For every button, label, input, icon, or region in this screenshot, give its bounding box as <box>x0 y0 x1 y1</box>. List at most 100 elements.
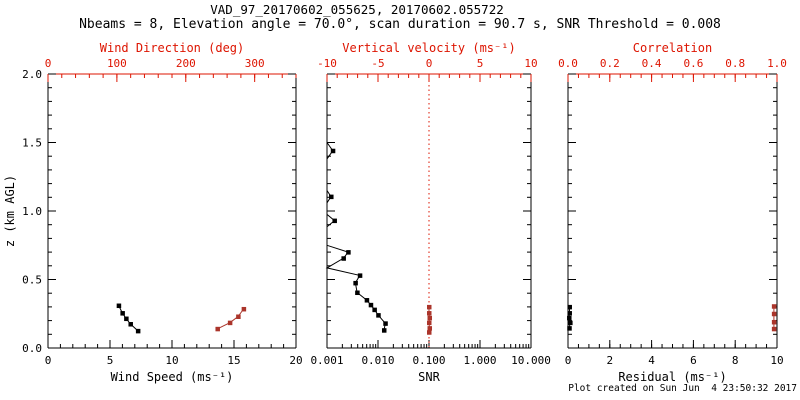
bottom-axis-title: SNR <box>418 370 440 384</box>
wind-speed-marker <box>120 311 125 316</box>
residual-marker <box>567 304 572 310</box>
y-tick-label: 2.0 <box>22 68 42 81</box>
x-tick-label: 10 <box>165 354 178 367</box>
x-tick-label: 0 <box>565 354 572 367</box>
x-tick-label: 0 <box>45 354 52 367</box>
snr-profile-marker <box>381 328 387 333</box>
wind-y-ticks: 0.0 0.5 1.0 1.5 2.0 <box>22 68 296 355</box>
top-tick-label: 10 <box>524 57 537 70</box>
x-tick-label: 0.001 <box>310 354 343 367</box>
y-tick-label: 0.0 <box>22 342 42 355</box>
snr-profile-marker <box>357 273 363 278</box>
series-correlation <box>771 304 777 332</box>
top-tick-label: 0.8 <box>725 57 745 70</box>
snr-profile-marker <box>329 194 334 200</box>
top-tick-label: -10 <box>317 57 337 70</box>
x-tick-label: 15 <box>227 354 240 367</box>
residual-marker <box>567 311 572 316</box>
snr-profile-marker <box>376 313 381 318</box>
panel-wind: 0.0 0.5 1.0 1.5 2.0 z (km AGL) 0 5 10 15 20 Wind Sp… <box>3 41 303 384</box>
snr-profile-marker <box>341 256 346 261</box>
snr-top-axis: -10 -5 0 5 10 Vertical velocity (ms⁻¹) <box>317 41 538 82</box>
y-axis-title: z (km AGL) <box>3 175 17 247</box>
panel-residual: 0 2 4 6 8 10 Residual (ms⁻¹) 0.0 0.2 0.4 0.6 0.8 1.0… <box>558 41 787 384</box>
correlation-marker <box>771 304 777 309</box>
wind-speed-marker <box>124 316 129 322</box>
bottom-axis-title: Residual (ms⁻¹) <box>618 370 726 384</box>
x-tick-label: 10 <box>770 354 783 367</box>
top-axis-title: Wind Direction (deg) <box>100 41 245 55</box>
y-tick-label: 1.5 <box>22 137 42 150</box>
wind-direction-marker <box>241 306 247 312</box>
x-tick-label: 10.000 <box>511 354 551 367</box>
residual-marker <box>567 315 572 321</box>
correlation-marker <box>771 311 777 317</box>
top-tick-label: 5 <box>477 57 484 70</box>
vertical-velocity-marker <box>427 330 432 335</box>
wind-speed-marker <box>116 303 122 309</box>
snr-profile-marker <box>368 302 374 308</box>
vertical-velocity-marker <box>427 320 432 326</box>
residual-top-axis: 0.0 0.2 0.4 0.6 0.8 1.0 Correlation <box>558 41 787 82</box>
top-tick-label: 0 <box>426 57 433 70</box>
top-tick-label: 0.4 <box>642 57 662 70</box>
wind-direction-marker <box>215 326 220 332</box>
x-tick-label: 6 <box>690 354 697 367</box>
x-tick-label: 0.100 <box>412 354 445 367</box>
x-tick-label: 4 <box>648 354 655 367</box>
residual-marker <box>567 326 572 331</box>
snr-bottom-axis: 0.001 0.010 0.100 1.000 10.000 SNR <box>310 340 551 384</box>
wind-direction-line <box>217 308 245 330</box>
wind-speed-marker <box>128 322 133 327</box>
wind-bottom-axis: 0 5 10 15 20 Wind Speed (ms⁻¹) <box>45 340 303 384</box>
series-wind-direction <box>215 306 247 332</box>
x-tick-label: 5 <box>107 354 114 367</box>
snr-profile-marker <box>355 290 360 296</box>
snr-profile-marker <box>330 148 336 154</box>
snr-profile-marker <box>383 321 388 326</box>
x-tick-label: 0.010 <box>361 354 394 367</box>
vertical-velocity-marker <box>427 326 433 331</box>
residual-marker <box>568 320 573 326</box>
top-tick-label: 0.6 <box>683 57 703 70</box>
top-tick-label: 300 <box>245 57 265 70</box>
bottom-axis-title: Wind Speed (ms⁻¹) <box>111 370 234 384</box>
vertical-velocity-marker <box>427 315 433 321</box>
series-vertical-velocity <box>427 304 433 335</box>
top-tick-label: 0 <box>45 57 52 70</box>
snr-profile-marker <box>332 218 337 224</box>
y-tick-label: 0.5 <box>22 274 42 287</box>
snr-profile-line <box>325 142 386 331</box>
residual-bottom-axis: 0 2 4 6 8 10 Residual (ms⁻¹) <box>565 340 784 384</box>
x-tick-label: 2 <box>606 354 613 367</box>
x-tick-label: 8 <box>732 354 739 367</box>
series-wind-speed <box>116 303 141 334</box>
plot-timestamp: Plot created on Sun Jun 4 23:50:32 2017 <box>568 383 797 394</box>
vertical-velocity-marker <box>427 304 432 310</box>
series-snr-profile <box>325 142 388 333</box>
y-tick-label: 1.0 <box>22 205 42 218</box>
top-tick-label: 0.2 <box>600 57 620 70</box>
snr-profile-marker <box>372 307 377 313</box>
top-tick-label: -5 <box>371 57 384 70</box>
wind-direction-marker <box>236 314 241 319</box>
top-axis-title: Correlation <box>633 41 712 55</box>
top-tick-label: 200 <box>176 57 196 70</box>
top-axis-title: Vertical velocity (ms⁻¹) <box>342 41 515 55</box>
snr-profile-marker <box>346 250 351 255</box>
top-tick-label: 100 <box>107 57 127 70</box>
series-residual <box>567 304 573 331</box>
snr-profile-marker <box>353 280 358 286</box>
correlation-marker <box>771 319 777 325</box>
vertical-velocity-marker <box>427 311 432 316</box>
x-tick-label: 20 <box>289 354 302 367</box>
wind-speed-marker <box>135 328 141 334</box>
panel-snr: 0.001 0.010 0.100 1.000 10.000 SNR -10 -5 0 5 10 Ve… <box>310 41 550 384</box>
plot-subtitle: Nbeams = 8, Elevation angle = 70.0°, sca… <box>79 17 721 32</box>
correlation-marker <box>771 326 777 332</box>
snr-profile-marker <box>364 298 370 303</box>
residual-y-ticks <box>568 73 777 349</box>
